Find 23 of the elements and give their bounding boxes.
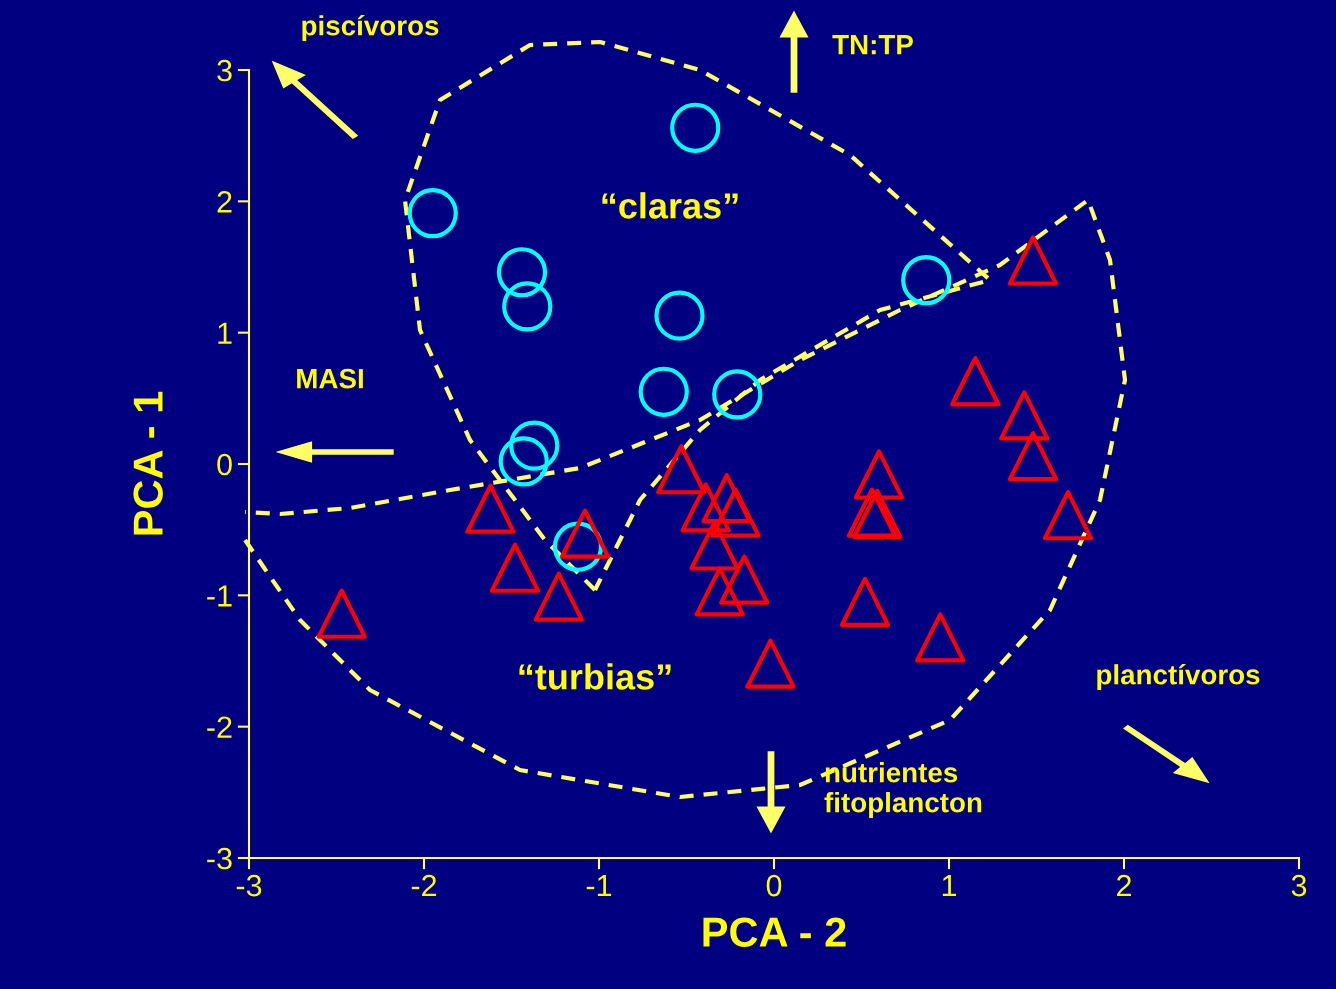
annotation: “turbias”	[519, 663, 671, 690]
y-tick-label: -1	[207, 585, 232, 607]
x-tick-label: 0	[766, 874, 782, 897]
annotation: “claras”	[602, 192, 738, 219]
x-tick-label: 3	[1291, 874, 1307, 897]
x-tick-label: -3	[236, 874, 262, 897]
y-tick-label: 1	[218, 322, 232, 344]
x-tick-label: -1	[586, 875, 612, 897]
text: piscívoros	[302, 14, 439, 42]
y-axis-title: PCA - 1	[133, 391, 163, 535]
annotation: MASI	[297, 368, 363, 389]
annotation: planctívoros	[1097, 663, 1260, 691]
annotation: nutrientes fitoplancton	[824, 762, 982, 818]
y-tick-label: -2	[207, 716, 232, 738]
x-axis-title: PCA - 2	[703, 917, 846, 947]
x-tick-label: -2	[411, 874, 437, 897]
x-tick-label: 1	[942, 875, 957, 897]
x-tick-label: 2	[1117, 874, 1131, 897]
text: TN:TP	[832, 35, 913, 55]
y-tick-label: 0	[217, 453, 232, 476]
y-tick-label: 3	[217, 59, 232, 82]
y-tick-label: 2	[217, 191, 232, 213]
y-tick-label: -3	[207, 847, 232, 870]
